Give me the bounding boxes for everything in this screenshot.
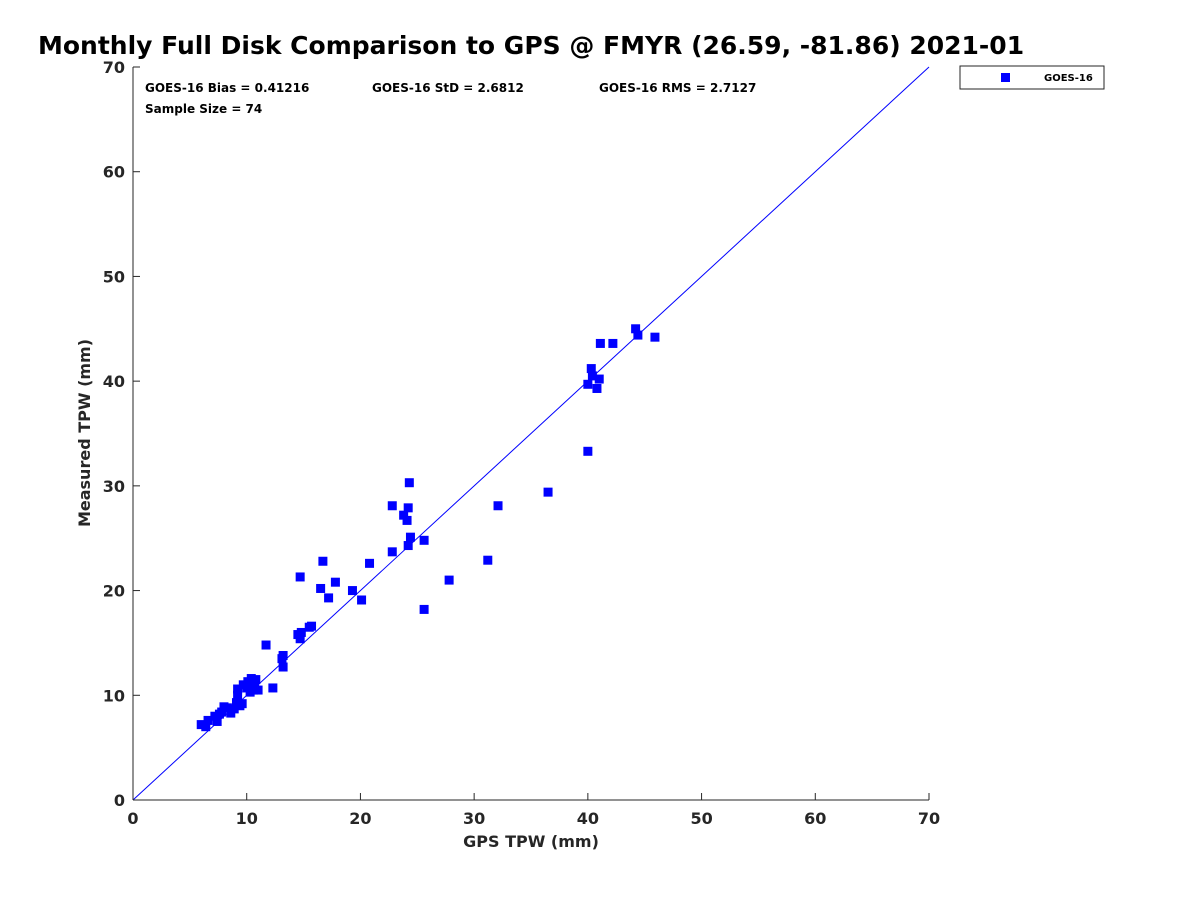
y-axis-label: Measured TPW (mm) [75,339,94,527]
sample-size-stat: Sample Size = 74 [145,102,262,116]
bias-stat: GOES-16 Bias = 0.41216 [145,81,309,95]
legend-box [959,65,1105,90]
data-point [587,371,597,381]
data-point [237,699,247,709]
data-point [296,627,306,637]
data-point [403,541,413,551]
legend-label-goes16: GOES-16 [1044,73,1093,84]
data-point [295,572,305,582]
plot-area: 0 10 20 30 40 50 60 70 0 10 20 30 40 50 60 70 [103,58,940,828]
data-point [210,711,220,721]
x-tick-label: 40 [577,809,599,828]
y-tick-label: 60 [103,163,125,182]
data-point [347,586,357,596]
data-point [217,707,227,717]
data-point [324,593,334,603]
x-tick-label: 0 [127,809,138,828]
data-point [316,583,326,593]
data-point [543,487,553,497]
data-point [583,379,593,389]
data-point [419,535,429,545]
data-point [278,662,288,672]
x-tick-label: 20 [349,809,371,828]
data-point [633,330,643,340]
data-point [631,324,641,334]
x-tick-label: 70 [918,809,940,828]
data-point [402,515,412,525]
data-point [307,621,317,631]
y-tick-label: 30 [103,477,125,496]
x-axis-label: GPS TPW (mm) [463,832,599,851]
data-point [404,478,414,488]
data-point [419,604,429,614]
data-point [357,595,367,605]
legend: GOES-16 [959,65,1105,90]
x-tick-label: 50 [690,809,712,828]
rms-stat: GOES-16 RMS = 2.7127 [599,81,756,95]
data-point [222,703,232,713]
data-point [249,685,259,695]
data-point [586,364,596,374]
data-point [251,675,261,685]
data-point [330,577,340,587]
y-tick-label: 20 [103,582,125,601]
data-point [365,558,375,568]
one-to-one-reference-line [132,66,930,801]
data-point [233,690,243,700]
y-tick-label: 10 [103,686,125,705]
data-point [387,501,397,511]
y-axis-ticks: 0 10 20 30 40 50 60 70 [103,58,140,810]
data-point [253,685,263,695]
data-point [246,674,256,684]
data-point [196,720,206,730]
data-point [261,640,271,650]
legend-marker-goes16 [1001,73,1010,82]
data-point [405,532,415,542]
data-point [592,383,602,393]
data-point [595,338,605,348]
data-point [650,332,660,342]
data-point [295,634,305,644]
data-points [196,324,660,732]
x-tick-label: 10 [236,809,258,828]
y-tick-label: 50 [103,267,125,286]
chart-title: Monthly Full Disk Comparison to GPS @ FM… [38,31,1024,60]
data-point [278,650,288,660]
data-point [201,722,211,732]
data-point [268,683,278,693]
x-axis-ticks: 0 10 20 30 40 50 60 70 [127,793,940,828]
data-point [399,510,409,520]
data-point [583,446,593,456]
data-point [233,684,243,694]
data-point [403,503,413,513]
x-tick-label: 30 [463,809,485,828]
data-point [229,704,239,714]
data-point [608,338,618,348]
data-point [444,575,454,585]
data-point [212,716,222,726]
data-point [493,501,503,511]
std-stat: GOES-16 StD = 2.6812 [372,81,524,95]
data-point [203,715,213,725]
x-tick-label: 60 [804,809,826,828]
data-point [387,547,397,557]
y-tick-label: 70 [103,58,125,77]
data-point [318,556,328,566]
data-point [594,374,604,384]
statistics-annotation: GOES-16 Bias = 0.41216 GOES-16 StD = 2.6… [145,81,756,116]
y-tick-label: 40 [103,372,125,391]
data-point [483,555,493,565]
y-tick-label: 0 [114,791,125,810]
